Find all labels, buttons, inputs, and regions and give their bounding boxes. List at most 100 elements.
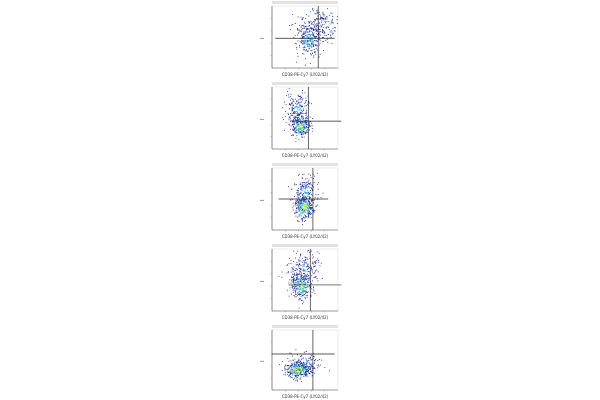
event-dot: [297, 40, 299, 42]
event-dot: [314, 51, 316, 53]
event-dot: [293, 268, 294, 270]
event-dot: [302, 129, 304, 131]
event-dot: [303, 270, 305, 272]
event-dot: [300, 296, 302, 298]
event-dot: [308, 124, 310, 126]
event-dot: [305, 278, 307, 280]
event-dot: [309, 116, 311, 118]
event-dot: [300, 274, 302, 275]
event-dot: [297, 123, 299, 125]
event-dot: [295, 111, 297, 112]
event-dot: [303, 199, 305, 201]
event-dot: [298, 123, 300, 125]
event-dot: [303, 286, 305, 287]
event-dot: [313, 263, 314, 265]
event-dot: [303, 363, 305, 365]
event-dot: [308, 43, 310, 45]
event-dot: [293, 261, 295, 262]
event-dot: [291, 123, 293, 125]
event-dot: [289, 104, 291, 105]
event-dot: [314, 196, 316, 198]
event-dot: [306, 368, 308, 370]
event-dot: [301, 357, 303, 359]
event-dot: [295, 363, 297, 365]
event-dot: [302, 97, 304, 99]
event-dot: [293, 277, 295, 279]
event-dot: [302, 285, 304, 287]
event-dot: [298, 206, 300, 208]
event-dot: [298, 210, 300, 212]
event-dot: [295, 349, 297, 351]
event-dot: [322, 28, 323, 30]
event-dot: [306, 25, 308, 27]
event-dot: [306, 43, 308, 45]
event-dot: [308, 37, 310, 39]
event-dot: [300, 210, 302, 212]
event-dot: [296, 365, 298, 366]
event-dot: [287, 271, 289, 273]
event-dot: [304, 41, 306, 43]
event-dot: [307, 207, 309, 209]
event-dot: [296, 366, 298, 368]
event-dot: [296, 106, 297, 107]
event-dot: [308, 44, 310, 46]
event-dot: [307, 360, 309, 362]
event-dot: [296, 121, 298, 123]
event-dot: [302, 185, 304, 187]
event-dot: [296, 287, 298, 289]
event-dot: [302, 209, 304, 210]
event-dot: [314, 272, 316, 274]
event-dot: [298, 174, 299, 176]
event-dot: [318, 33, 320, 35]
event-dot: [301, 116, 303, 118]
event-dot: [308, 200, 310, 202]
event-dot: [298, 126, 300, 128]
event-dot: [312, 42, 314, 44]
event-dot: [303, 40, 305, 42]
event-dot: [303, 214, 305, 216]
event-dot: [322, 17, 323, 19]
event-dot: [294, 112, 296, 114]
event-dot: [299, 286, 301, 288]
event-dot: [300, 276, 302, 278]
event-dot: [310, 35, 311, 37]
event-dot: [306, 45, 308, 47]
event-dot: [301, 185, 303, 187]
event-dot: [303, 375, 305, 377]
event-dot: [297, 366, 299, 368]
event-dot: [307, 275, 309, 277]
event-dot: [293, 379, 294, 381]
event-dot: [291, 109, 293, 111]
event-dot: [302, 209, 304, 211]
event-dot: [306, 30, 308, 32]
event-dot: [293, 277, 294, 279]
event-dot: [307, 280, 309, 282]
event-dot: [301, 270, 303, 272]
event-dot: [316, 40, 318, 42]
event-dot: [301, 126, 303, 128]
event-dot: [309, 62, 311, 64]
event-dot: [309, 35, 311, 36]
event-dot: [305, 215, 306, 217]
event-dot: [297, 216, 299, 218]
event-dot: [293, 274, 295, 276]
event-dot: [299, 378, 301, 380]
event-dot: [308, 40, 310, 42]
event-dot: [309, 267, 311, 269]
event-dot: [305, 37, 307, 39]
event-dot: [301, 281, 303, 283]
event-dot: [300, 106, 302, 108]
event-dot: [296, 126, 297, 128]
event-dot: [305, 41, 306, 43]
event-dot: [334, 30, 336, 32]
event-dot: [305, 365, 307, 367]
event-dot: [331, 13, 333, 14]
event-dot: [294, 127, 295, 129]
event-dot: [303, 278, 305, 280]
event-dot: [305, 115, 307, 116]
event-dot: [316, 10, 318, 12]
event-dot: [306, 181, 308, 183]
event-dot: [298, 364, 300, 365]
event-dot: [308, 368, 310, 370]
event-dot: [306, 361, 308, 363]
